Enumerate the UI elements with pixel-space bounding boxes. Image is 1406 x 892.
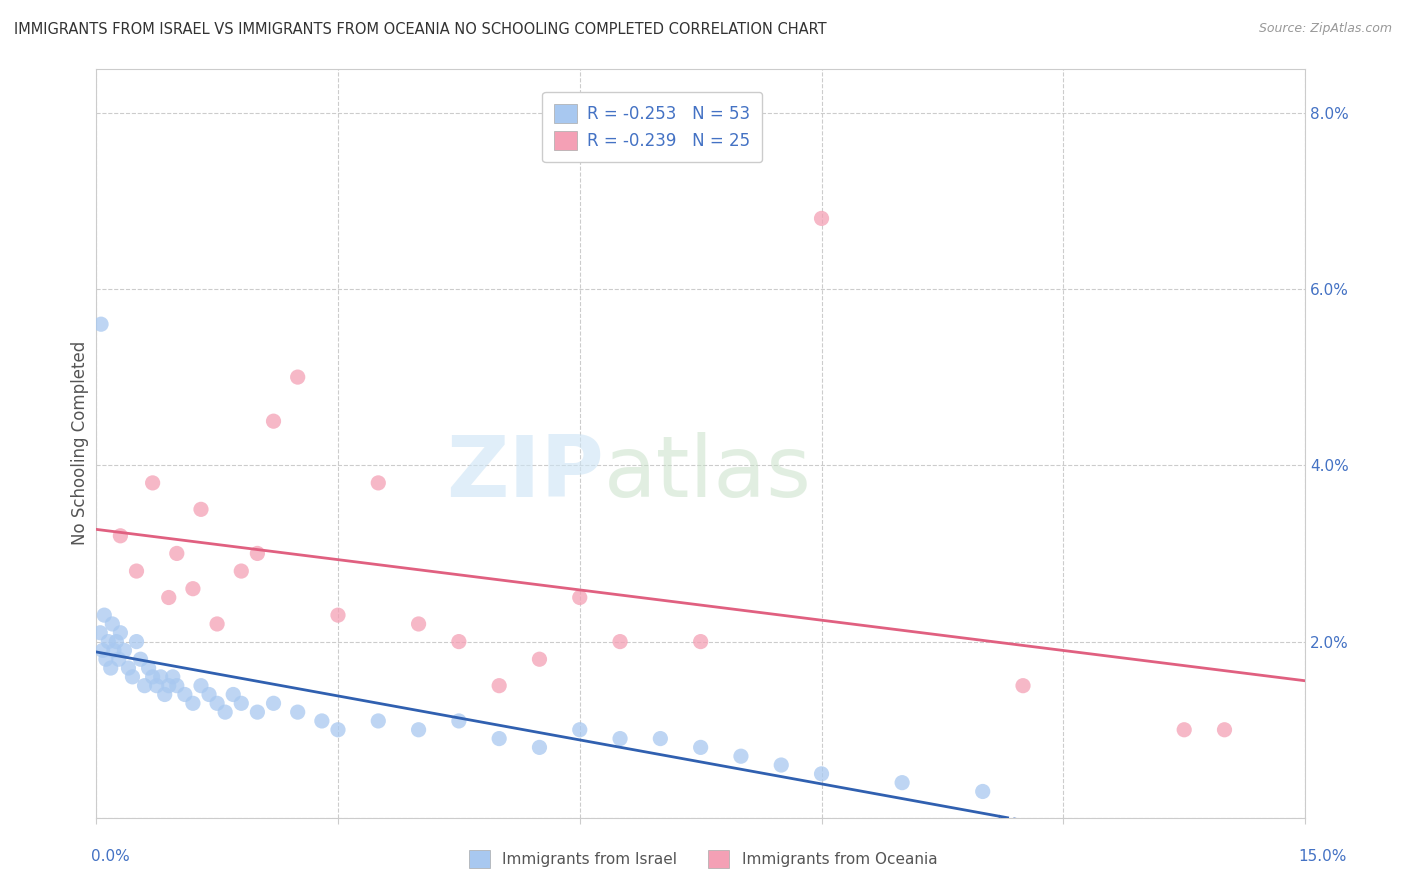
Point [1173, 723, 1195, 737]
Point [100, 661, 122, 675]
Point [134, 679, 156, 693]
Point [891, 775, 914, 789]
Point [231, 696, 253, 710]
Point [153, 688, 176, 702]
Point [214, 705, 236, 719]
Text: 0.0%: 0.0% [91, 849, 131, 863]
Point [650, 731, 672, 746]
Point [1012, 679, 1035, 693]
Point [1213, 723, 1236, 737]
Point [97, 634, 120, 648]
Point [117, 661, 139, 675]
Point [205, 617, 228, 632]
Text: 15.0%: 15.0% [1299, 849, 1347, 863]
Point [263, 696, 285, 710]
Point [488, 731, 510, 746]
Point [529, 652, 551, 666]
Point [263, 414, 285, 428]
Point [205, 696, 228, 710]
Point [367, 714, 389, 728]
Point [246, 705, 269, 719]
Legend: R = -0.253   N = 53, R = -0.239   N = 25: R = -0.253 N = 53, R = -0.239 N = 25 [543, 92, 762, 162]
Point [326, 723, 349, 737]
Point [93, 608, 115, 623]
Point [125, 634, 148, 648]
Point [287, 705, 309, 719]
Point [770, 758, 793, 772]
Point [408, 723, 430, 737]
Point [166, 679, 188, 693]
Point [129, 652, 152, 666]
Point [408, 617, 430, 632]
Point [181, 696, 204, 710]
Point [101, 617, 124, 632]
Point [89, 625, 111, 640]
Y-axis label: No Schooling Completed: No Schooling Completed [72, 341, 89, 545]
Point [287, 370, 309, 384]
Point [166, 546, 188, 560]
Point [110, 625, 132, 640]
Point [311, 714, 333, 728]
Point [222, 688, 245, 702]
Point [149, 670, 172, 684]
Point [609, 634, 631, 648]
Point [568, 591, 591, 605]
Text: Source: ZipAtlas.com: Source: ZipAtlas.com [1258, 22, 1392, 36]
Point [326, 608, 349, 623]
Text: ZIP: ZIP [446, 432, 605, 515]
Point [529, 740, 551, 755]
Point [91, 643, 114, 657]
Point [107, 652, 129, 666]
Point [447, 634, 470, 648]
Text: atlas: atlas [605, 432, 811, 515]
Point [125, 564, 148, 578]
Point [181, 582, 204, 596]
Point [689, 740, 711, 755]
Point [689, 634, 711, 648]
Point [231, 564, 253, 578]
Legend: Immigrants from Israel, Immigrants from Oceania: Immigrants from Israel, Immigrants from … [463, 844, 943, 873]
Point [488, 679, 510, 693]
Point [198, 688, 221, 702]
Point [810, 767, 832, 781]
Point [190, 502, 212, 516]
Point [730, 749, 752, 764]
Point [810, 211, 832, 226]
Point [145, 679, 167, 693]
Point [162, 670, 184, 684]
Point [112, 643, 135, 657]
Point [138, 661, 160, 675]
Point [94, 652, 117, 666]
Point [103, 643, 125, 657]
Point [173, 688, 195, 702]
Point [190, 679, 212, 693]
Point [90, 317, 112, 331]
Point [246, 546, 269, 560]
Point [609, 731, 631, 746]
Point [157, 591, 180, 605]
Point [972, 784, 994, 798]
Point [142, 475, 165, 490]
Point [121, 670, 143, 684]
Point [447, 714, 470, 728]
Text: IMMIGRANTS FROM ISRAEL VS IMMIGRANTS FROM OCEANIA NO SCHOOLING COMPLETED CORRELA: IMMIGRANTS FROM ISRAEL VS IMMIGRANTS FRO… [14, 22, 827, 37]
Point [105, 634, 128, 648]
Point [568, 723, 591, 737]
Point [367, 475, 389, 490]
Point [157, 679, 180, 693]
Point [142, 670, 165, 684]
Point [110, 529, 132, 543]
